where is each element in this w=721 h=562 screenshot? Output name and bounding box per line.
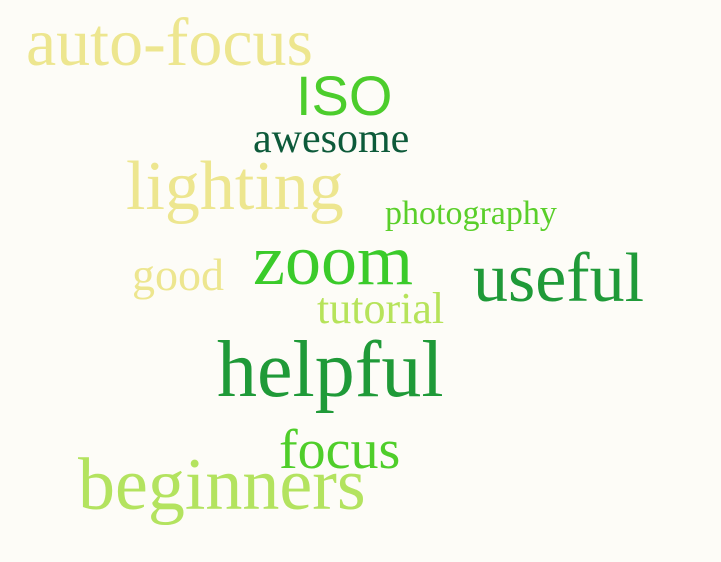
word-focus: focus	[279, 419, 401, 481]
word-iso: ISO	[296, 64, 393, 127]
word-zoom: zoom	[253, 220, 413, 300]
word-useful: useful	[473, 240, 645, 317]
word-beginners: beginners	[78, 444, 366, 526]
word-auto-focus: auto-focus	[26, 4, 314, 80]
word-good: good	[132, 249, 224, 300]
word-lighting: lighting	[126, 148, 344, 225]
word-helpful: helpful	[217, 326, 444, 414]
word-awesome: awesome	[253, 116, 410, 162]
word-tutorial: tutorial	[317, 284, 445, 333]
word-photography: photography	[385, 195, 557, 232]
